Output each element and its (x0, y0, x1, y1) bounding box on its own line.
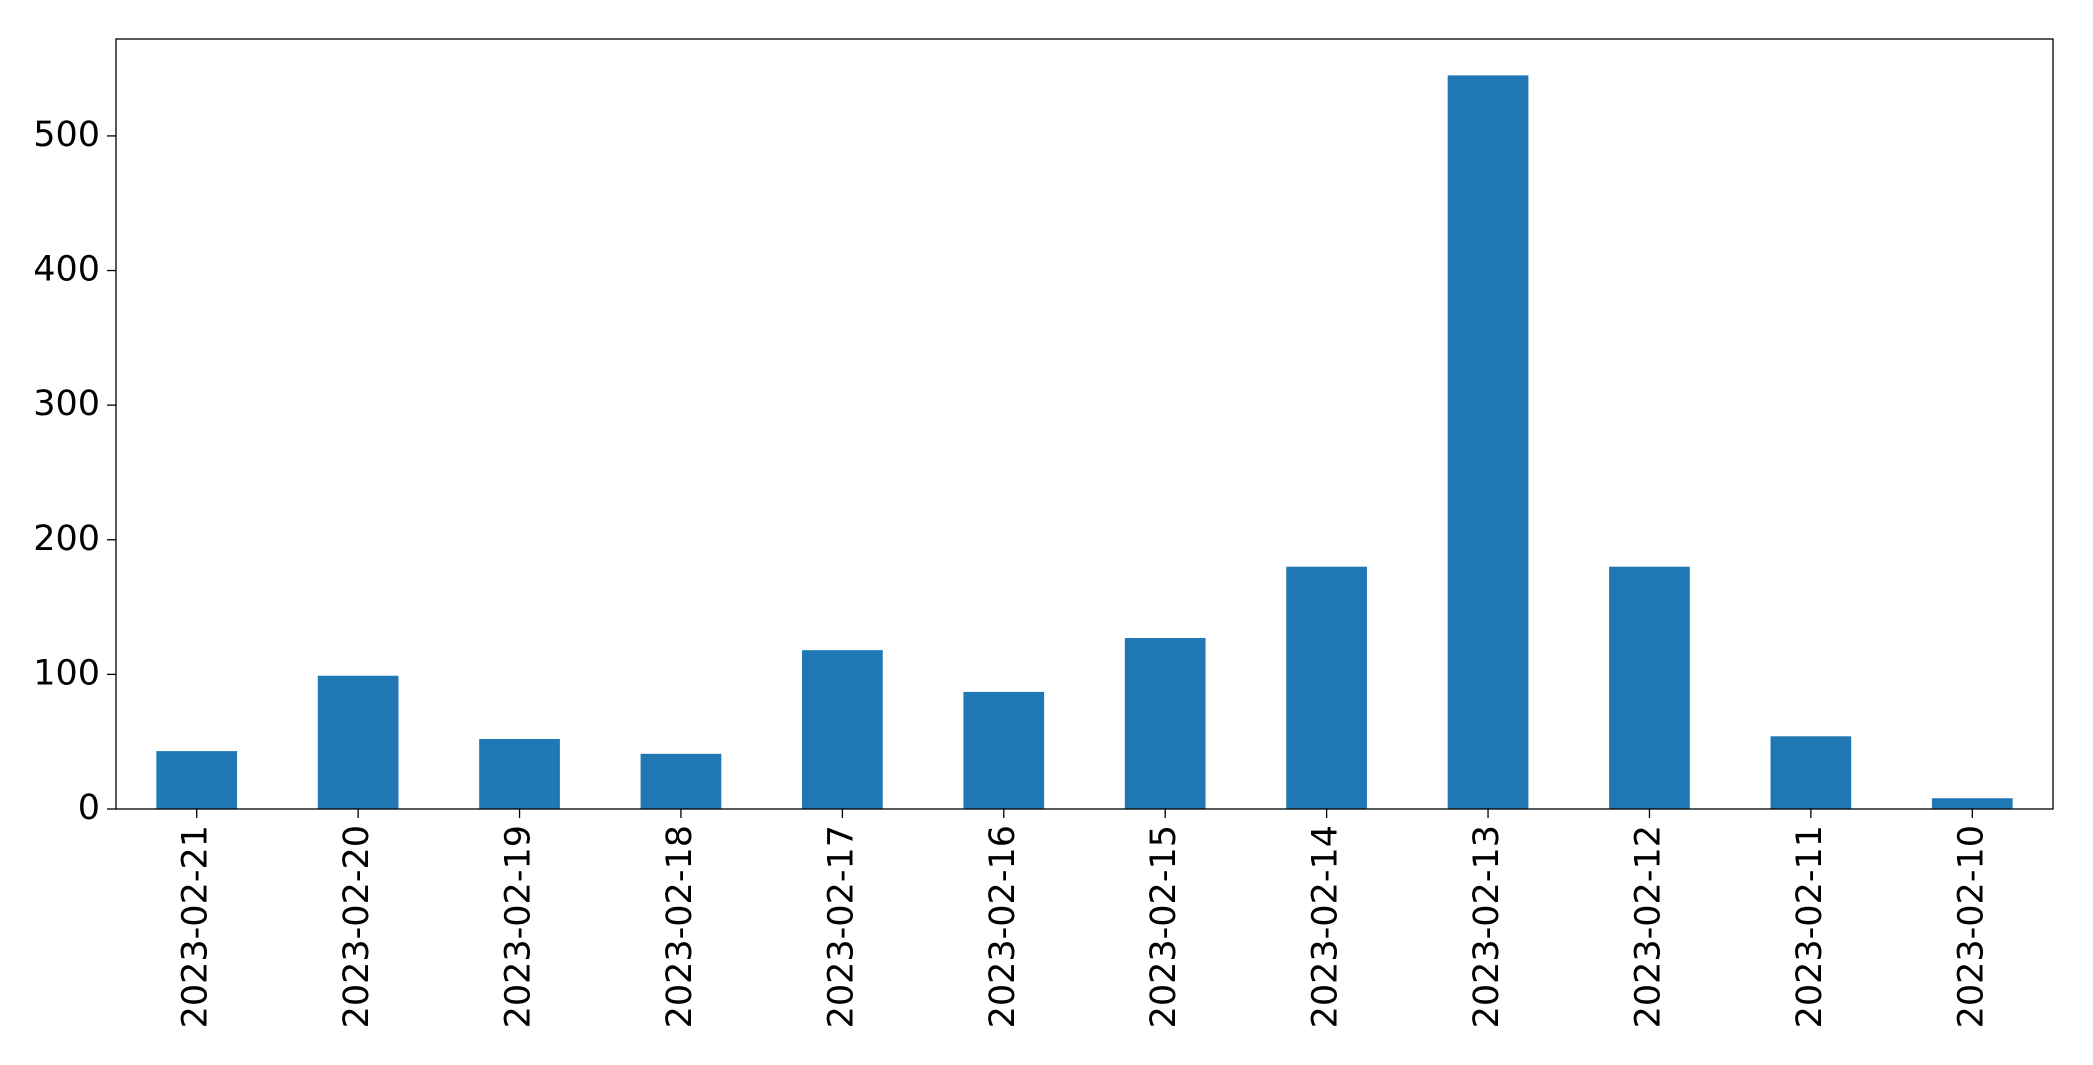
y-tick-label: 300 (33, 384, 100, 424)
x-tick-label: 2023-02-11 (1790, 825, 1830, 1028)
plot-frame (115, 38, 2054, 810)
bar (1770, 736, 1852, 809)
bar (479, 739, 560, 809)
bar (1124, 638, 1206, 809)
bar (317, 675, 399, 809)
x-tick-label: 2023-02-14 (1306, 825, 1346, 1028)
x-tick-label: 2023-02-18 (660, 825, 700, 1028)
y-tick-label: 400 (33, 250, 100, 290)
y-tick-label: 500 (33, 115, 100, 155)
x-tick-label: 2023-02-12 (1628, 825, 1668, 1028)
y-tick-label: 100 (33, 653, 100, 693)
x-tick-label: 2023-02-13 (1467, 825, 1507, 1028)
x-tick-label: 2023-02-20 (337, 825, 377, 1028)
bar (1609, 566, 1690, 809)
x-tick-label: 2023-02-10 (1951, 825, 1991, 1028)
y-tick-label: 200 (33, 519, 100, 559)
bar (640, 753, 722, 809)
x-tick-label: 2023-02-15 (1144, 825, 1184, 1028)
x-tick-label: 2023-02-21 (176, 825, 216, 1028)
x-tick-label: 2023-02-16 (983, 825, 1023, 1028)
bar (156, 751, 238, 809)
bar (802, 650, 883, 809)
x-tick-label: 2023-02-17 (821, 825, 861, 1028)
bar (1286, 566, 1367, 809)
bar (963, 691, 1045, 809)
y-tick-label: 0 (78, 788, 100, 828)
bar (1447, 75, 1529, 810)
bar (1931, 798, 2013, 809)
x-tick-label: 2023-02-19 (499, 825, 539, 1028)
